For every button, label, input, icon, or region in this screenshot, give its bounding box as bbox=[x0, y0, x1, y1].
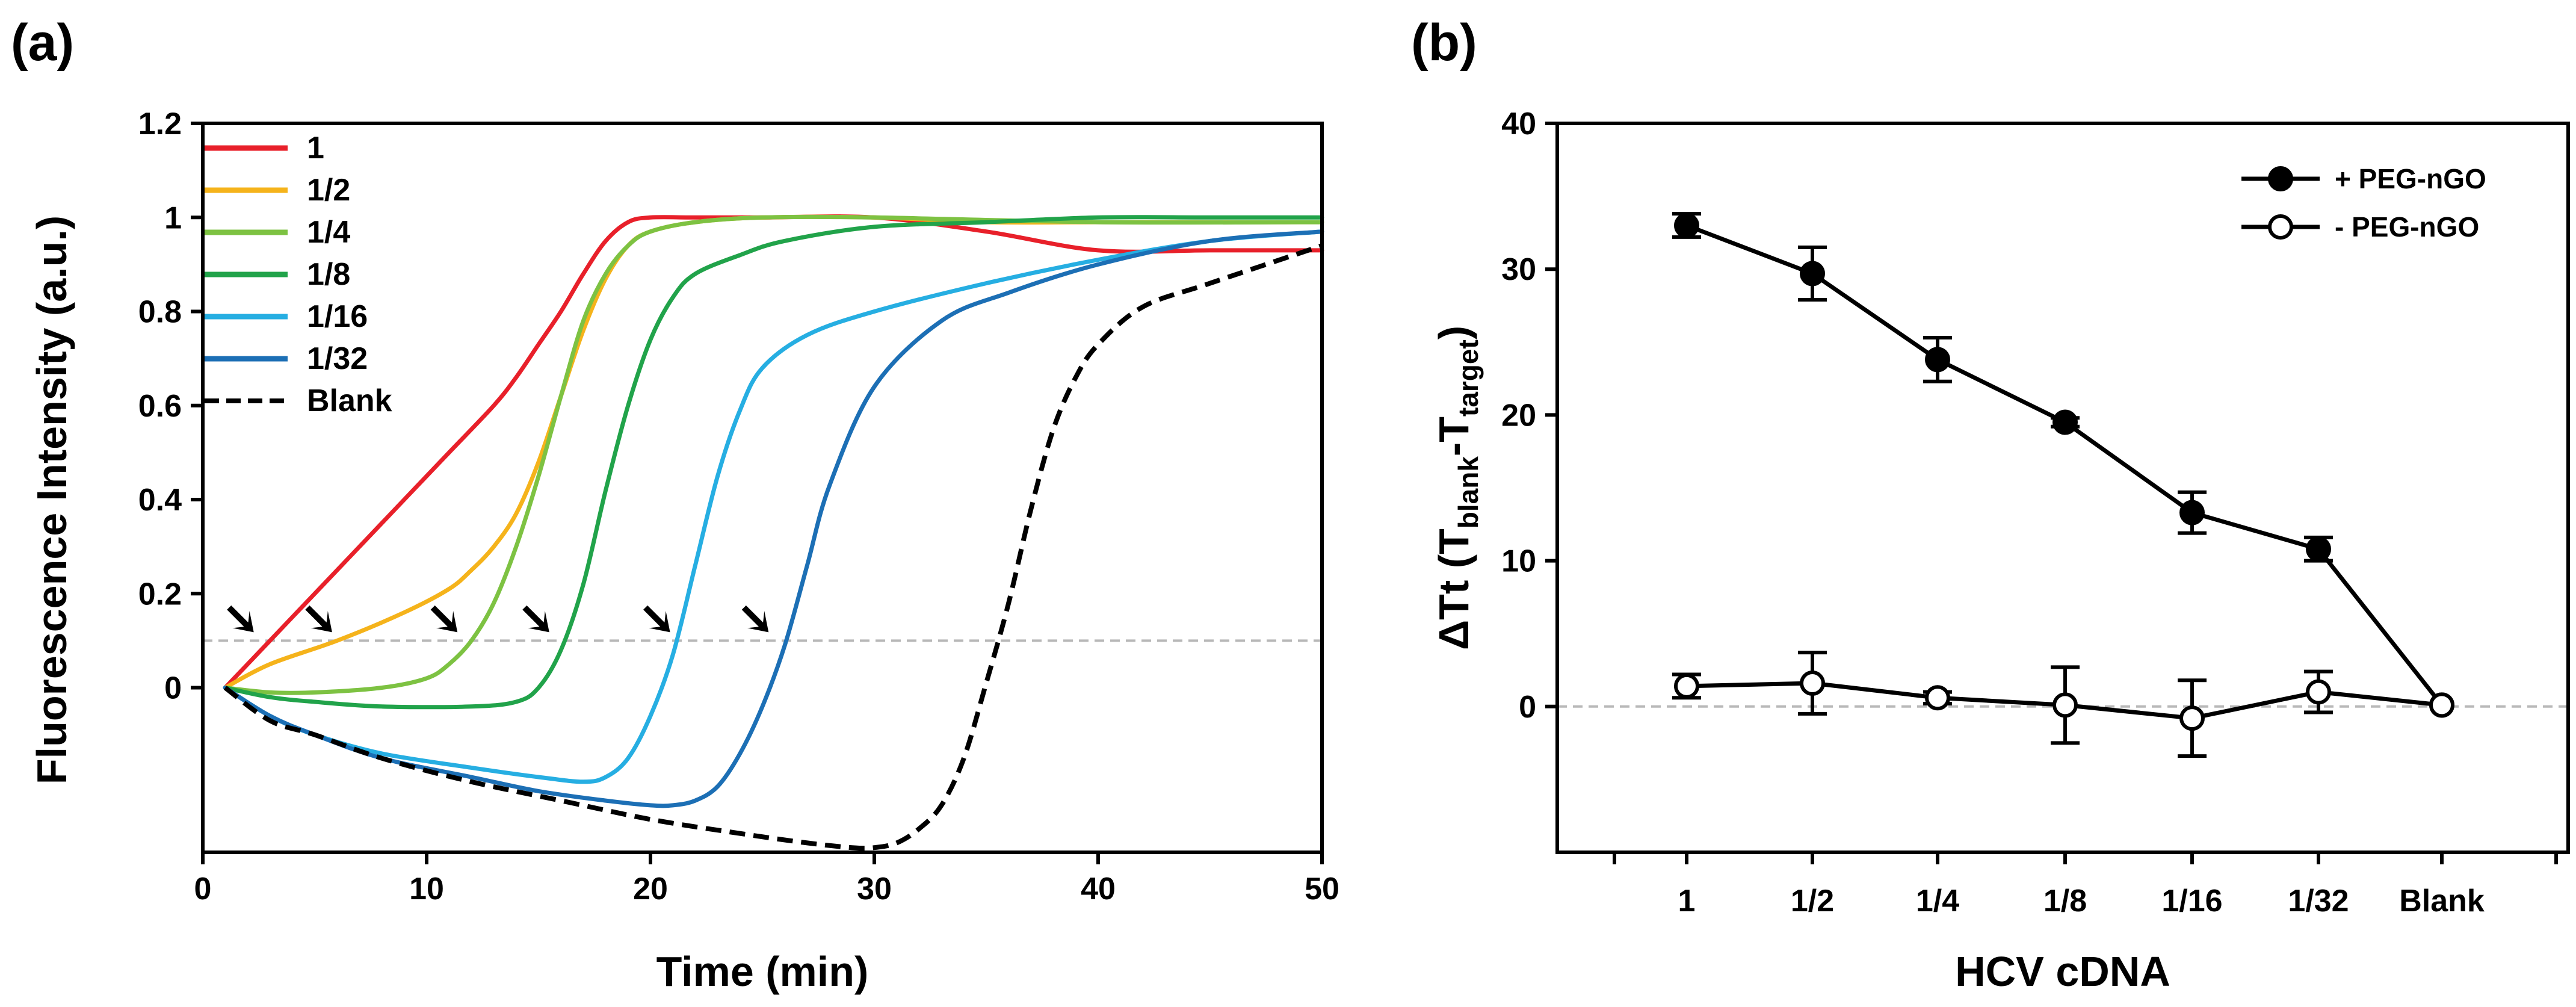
data-point-0-0 bbox=[1674, 212, 1699, 238]
y-tick-label: 0 bbox=[164, 671, 182, 706]
legend-label-1: 1/2 bbox=[307, 173, 350, 208]
chart-b: 1 1/2 1/4 1/8 1/16 1/32 Blank 0 10 20 30 40 + PEG-n… bbox=[1430, 107, 2570, 995]
x-tick-label: 40 bbox=[1081, 872, 1116, 906]
data-point-0-1 bbox=[1800, 261, 1825, 287]
threshold-arrow-5 bbox=[741, 605, 769, 633]
data-point-1-0 bbox=[1674, 673, 1699, 699]
data-point-1-2 bbox=[1925, 685, 1950, 711]
data-point-0-3 bbox=[2052, 409, 2078, 435]
x-tick-label: 10 bbox=[409, 872, 444, 906]
chart-a-plot-frame bbox=[201, 122, 1324, 854]
legend-label-0: + PEG-nGO bbox=[2335, 163, 2486, 194]
data-point-1-3 bbox=[2052, 692, 2078, 718]
y-tick-label: 30 bbox=[1501, 252, 1536, 287]
y-label-sub-target: target bbox=[1453, 339, 1484, 417]
threshold-arrow-1 bbox=[305, 605, 332, 633]
chart-a-series-layer bbox=[223, 214, 1324, 851]
legend-label-5: 1/32 bbox=[307, 341, 368, 376]
chart-a-ticks-layer: 0 10 20 30 40 50 0 0.2 0.4 0.6 0.8 1 1.2 bbox=[138, 107, 1339, 906]
legend-marker-1 bbox=[2268, 214, 2293, 240]
x-tick-label: 50 bbox=[1305, 872, 1339, 906]
x-tick-label: Blank bbox=[2399, 884, 2485, 919]
arrow-shape bbox=[305, 605, 332, 633]
panel-b-label: (b) bbox=[1411, 14, 1477, 72]
panel-a-label: (a) bbox=[11, 14, 74, 72]
series-line-1 bbox=[223, 214, 1324, 690]
arrow-shape bbox=[430, 605, 458, 633]
data-point-1-5 bbox=[2306, 679, 2331, 705]
threshold-arrow-3 bbox=[522, 605, 549, 633]
y-tick-label: 40 bbox=[1501, 107, 1536, 141]
y-label-main: ΔTt (T bbox=[1430, 528, 1477, 650]
y-tick-label: 0 bbox=[1519, 690, 1536, 725]
legend-label-4: 1/16 bbox=[307, 299, 368, 334]
chart-a-y-axis-label: Fluorescence Intensity (a.u.) bbox=[28, 215, 75, 784]
arrow-shape bbox=[227, 605, 254, 633]
y-label-sub-blank: blank bbox=[1453, 456, 1484, 529]
y-tick-label: 0.6 bbox=[138, 389, 182, 424]
threshold-arrow-2 bbox=[430, 605, 458, 633]
x-tick-label: 1/8 bbox=[2043, 884, 2087, 919]
y-tick-label: 0.4 bbox=[138, 483, 182, 518]
x-tick-label: 0 bbox=[194, 872, 212, 906]
chart-b-legend: + PEG-nGO - PEG-nGO bbox=[2241, 163, 2486, 243]
series-line-4 bbox=[223, 229, 1324, 784]
series-line-0 bbox=[1685, 223, 2444, 707]
data-point-0-2 bbox=[1925, 347, 1950, 373]
threshold-arrow-0 bbox=[227, 605, 254, 633]
chart-b-ticks-layer: 1 1/2 1/4 1/8 1/16 1/32 Blank 0 10 20 30 40 bbox=[1501, 107, 2558, 919]
y-tick-label: 10 bbox=[1501, 544, 1536, 579]
legend-label-0: 1 bbox=[307, 131, 324, 166]
threshold-arrow-4 bbox=[643, 605, 670, 633]
x-tick-label: 1/32 bbox=[2288, 884, 2349, 919]
x-tick-label: 1/2 bbox=[1791, 884, 1834, 919]
y-label-end: ) bbox=[1430, 326, 1477, 339]
legend-label-2: 1/4 bbox=[307, 215, 350, 250]
chart-a-legend: 1 1/2 1/4 1/8 1/16 1/32 Blank bbox=[205, 131, 392, 418]
chart-b-x-axis-label: HCV cDNA bbox=[1955, 948, 2170, 995]
data-point-1-4 bbox=[2179, 705, 2205, 731]
y-tick-label: 1.2 bbox=[138, 107, 182, 141]
series-line-3 bbox=[223, 215, 1324, 710]
y-tick-label: 1 bbox=[164, 200, 182, 235]
y-tick-label: 0.8 bbox=[138, 295, 182, 330]
legend-label-6: Blank bbox=[307, 383, 392, 418]
arrow-shape bbox=[741, 605, 769, 633]
data-point-1-1 bbox=[1800, 671, 1825, 696]
legend-marker-0 bbox=[2268, 166, 2293, 191]
arrow-shape bbox=[643, 605, 670, 633]
x-tick-label: 20 bbox=[633, 872, 668, 906]
chart-b-y-axis-label: ΔTt (Tblank-Ttarget) bbox=[1430, 326, 1484, 650]
series-line-5 bbox=[223, 229, 1324, 808]
series-line-0 bbox=[223, 214, 1324, 690]
data-point-1-6 bbox=[2429, 692, 2454, 718]
x-tick-label: 1/4 bbox=[1916, 884, 1959, 919]
chart-b-plot-frame bbox=[1555, 122, 2570, 854]
legend-label-3: 1/8 bbox=[307, 257, 350, 292]
series-line-6 bbox=[223, 243, 1323, 851]
x-tick-label: 30 bbox=[857, 872, 892, 906]
y-tick-label: 20 bbox=[1501, 398, 1536, 433]
series-line-2 bbox=[223, 214, 1324, 695]
arrow-shape bbox=[522, 605, 549, 633]
data-point-0-5 bbox=[2306, 536, 2331, 562]
y-tick-label: 0.2 bbox=[138, 577, 182, 612]
x-tick-label: 1 bbox=[1678, 884, 1696, 919]
x-tick-label: 1/16 bbox=[2161, 884, 2222, 919]
data-point-0-4 bbox=[2179, 500, 2205, 525]
y-label-mid: -T bbox=[1430, 417, 1477, 456]
chart-a-arrows-layer bbox=[227, 605, 769, 633]
chart-a-x-axis-label: Time (min) bbox=[656, 948, 869, 995]
chart-b-series-layer bbox=[1672, 212, 2454, 758]
legend-label-1: - PEG-nGO bbox=[2335, 211, 2479, 243]
